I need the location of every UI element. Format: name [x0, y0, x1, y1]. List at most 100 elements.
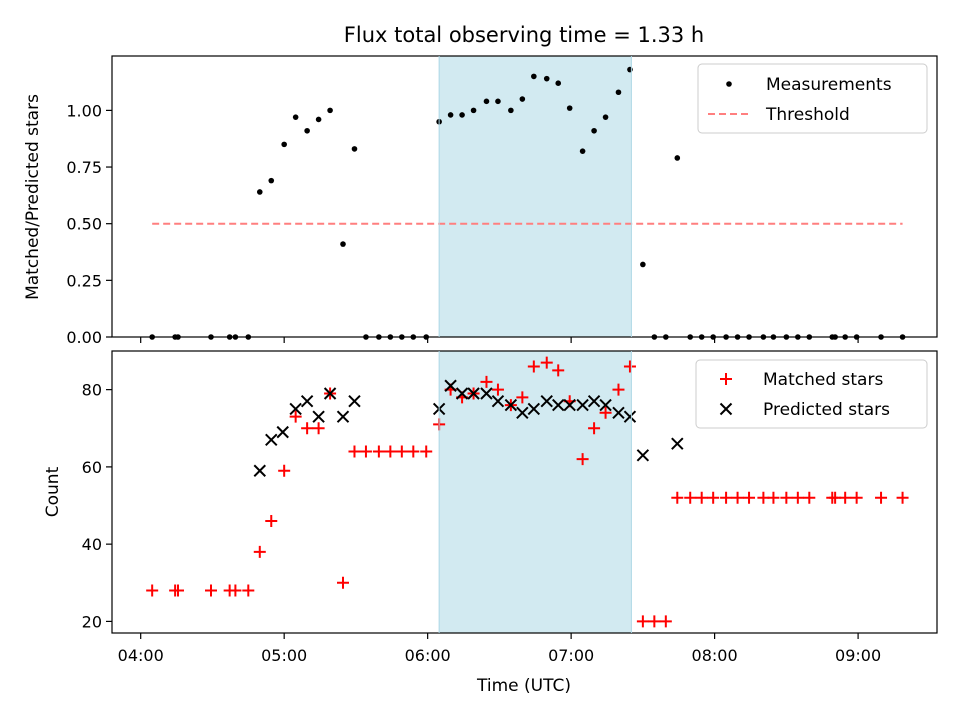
- x-tick-label: 09:00: [835, 646, 881, 665]
- matched-star-point: [707, 491, 720, 504]
- bottom-highlight-span: [439, 351, 632, 633]
- matched-star-point: [372, 445, 385, 458]
- predicted-star-point: [636, 449, 650, 462]
- predicted-star-point: [599, 398, 612, 412]
- predicted-star-point: [576, 398, 589, 412]
- matched-star-point: [205, 584, 217, 597]
- predicted-star-point: [289, 402, 302, 416]
- matched-star-point: [527, 360, 540, 373]
- matched-star-point: [540, 356, 553, 369]
- matched-star-point: [516, 391, 529, 404]
- matched-star-point: [229, 584, 242, 597]
- measurement-point: [591, 127, 597, 134]
- matched-star-point: [253, 545, 266, 558]
- bottom-axes-frame: [111, 350, 938, 634]
- legend-matched-plus: [720, 373, 732, 385]
- matched-star-point: [576, 453, 589, 466]
- matched-star-point: [289, 410, 302, 423]
- legend-predicted-label: Predicted stars: [763, 400, 890, 420]
- matched-star-point: [337, 576, 349, 589]
- top-x-ticks: [140, 337, 859, 343]
- matched-star-point: [757, 491, 770, 504]
- measurement-point: [519, 96, 526, 102]
- x-axis-label: Time (UTC): [476, 676, 571, 696]
- measurement-point: [315, 116, 322, 123]
- predicted-star-point: [527, 402, 541, 416]
- predicted-star-point: [491, 395, 505, 408]
- measurement-point: [615, 89, 622, 96]
- bottom-marks: [146, 356, 909, 628]
- legend-matched-marker: [720, 373, 732, 385]
- y-tick-label: 0.25: [66, 271, 102, 290]
- predicted-star-point: [540, 395, 553, 408]
- matched-star-point: [671, 491, 684, 504]
- measurement-point: [508, 107, 514, 114]
- predicted-star-point: [276, 425, 289, 439]
- matched-star-point: [348, 445, 361, 458]
- measurement-point: [327, 107, 333, 114]
- matched-star-point: [172, 584, 184, 597]
- matched-star-point: [850, 491, 863, 504]
- measurement-point: [470, 107, 477, 114]
- legend-predicted-x: [719, 402, 733, 416]
- predicted-star-point: [455, 387, 469, 400]
- matched-star-point: [301, 422, 314, 435]
- y-tick-label: 0.00: [66, 328, 102, 347]
- predicted-star-point: [336, 410, 350, 423]
- predicted-star-point: [563, 398, 576, 412]
- bottom-x-ticks: 04:00 05:00 06:00 07:00 08:00 09:00: [118, 633, 881, 665]
- measurement-point: [340, 241, 346, 247]
- top-y-axis-label: Matched/Predicted stars: [23, 94, 43, 300]
- measurement-point: [627, 66, 633, 73]
- matched-star-point: [480, 375, 493, 388]
- top-panel: 0.00 0.25 0.50 0.75 1.00 Matched/Predicted s…: [23, 55, 938, 347]
- y-tick-label: 0.50: [66, 215, 102, 234]
- measurement-point: [459, 112, 465, 118]
- matched-star-point: [588, 422, 601, 435]
- matched-star-point: [312, 422, 325, 435]
- matched-star-point: [695, 491, 708, 504]
- predicted-star-point: [265, 433, 278, 447]
- predicted-star-point: [552, 398, 565, 412]
- measurement-point: [483, 98, 490, 105]
- measurement-point: [579, 148, 586, 154]
- predicted-star-point: [480, 387, 493, 400]
- measurement-point: [256, 189, 263, 195]
- predicted-star-point: [312, 410, 325, 423]
- measurement-point: [640, 261, 646, 268]
- legend-measurements-marker: [726, 81, 732, 87]
- predicted-star-point: [253, 464, 266, 477]
- bottom-y-axis-label: Count: [43, 466, 63, 517]
- predicted-star-point: [323, 387, 337, 400]
- matched-star-point: [278, 464, 291, 477]
- matched-star-point: [623, 360, 636, 373]
- matched-star-point: [659, 615, 672, 628]
- measurement-point: [602, 114, 609, 120]
- top-legend-box: [697, 63, 928, 134]
- bottom-legend-box: [695, 359, 928, 429]
- measurement-point: [566, 105, 573, 111]
- matched-star-point: [803, 491, 816, 504]
- measurement-point: [268, 177, 275, 184]
- matched-star-point: [780, 491, 793, 504]
- measurement-point: [674, 155, 681, 161]
- predicted-star-point: [348, 395, 361, 408]
- measurement-point: [281, 141, 287, 148]
- matched-star-point: [491, 383, 504, 396]
- matched-star-point: [599, 406, 612, 419]
- measurement-point: [292, 114, 299, 120]
- legend-matched-label: Matched stars: [763, 370, 883, 390]
- matched-star-point: [242, 584, 255, 597]
- top-y-ticks: 0.00 0.25 0.50 0.75 1.00: [66, 101, 112, 347]
- y-tick-label: 0.75: [66, 158, 102, 177]
- matched-star-point: [265, 514, 278, 527]
- matched-star-point: [875, 491, 888, 504]
- predicted-star-point: [300, 395, 314, 408]
- legend-measurements-label: Measurements: [766, 75, 892, 95]
- predicted-star-point: [444, 379, 457, 392]
- measurement-point: [447, 112, 454, 118]
- matched-star-point: [829, 491, 842, 504]
- x-tick-label: 07:00: [548, 646, 594, 665]
- measurement-point: [495, 98, 501, 105]
